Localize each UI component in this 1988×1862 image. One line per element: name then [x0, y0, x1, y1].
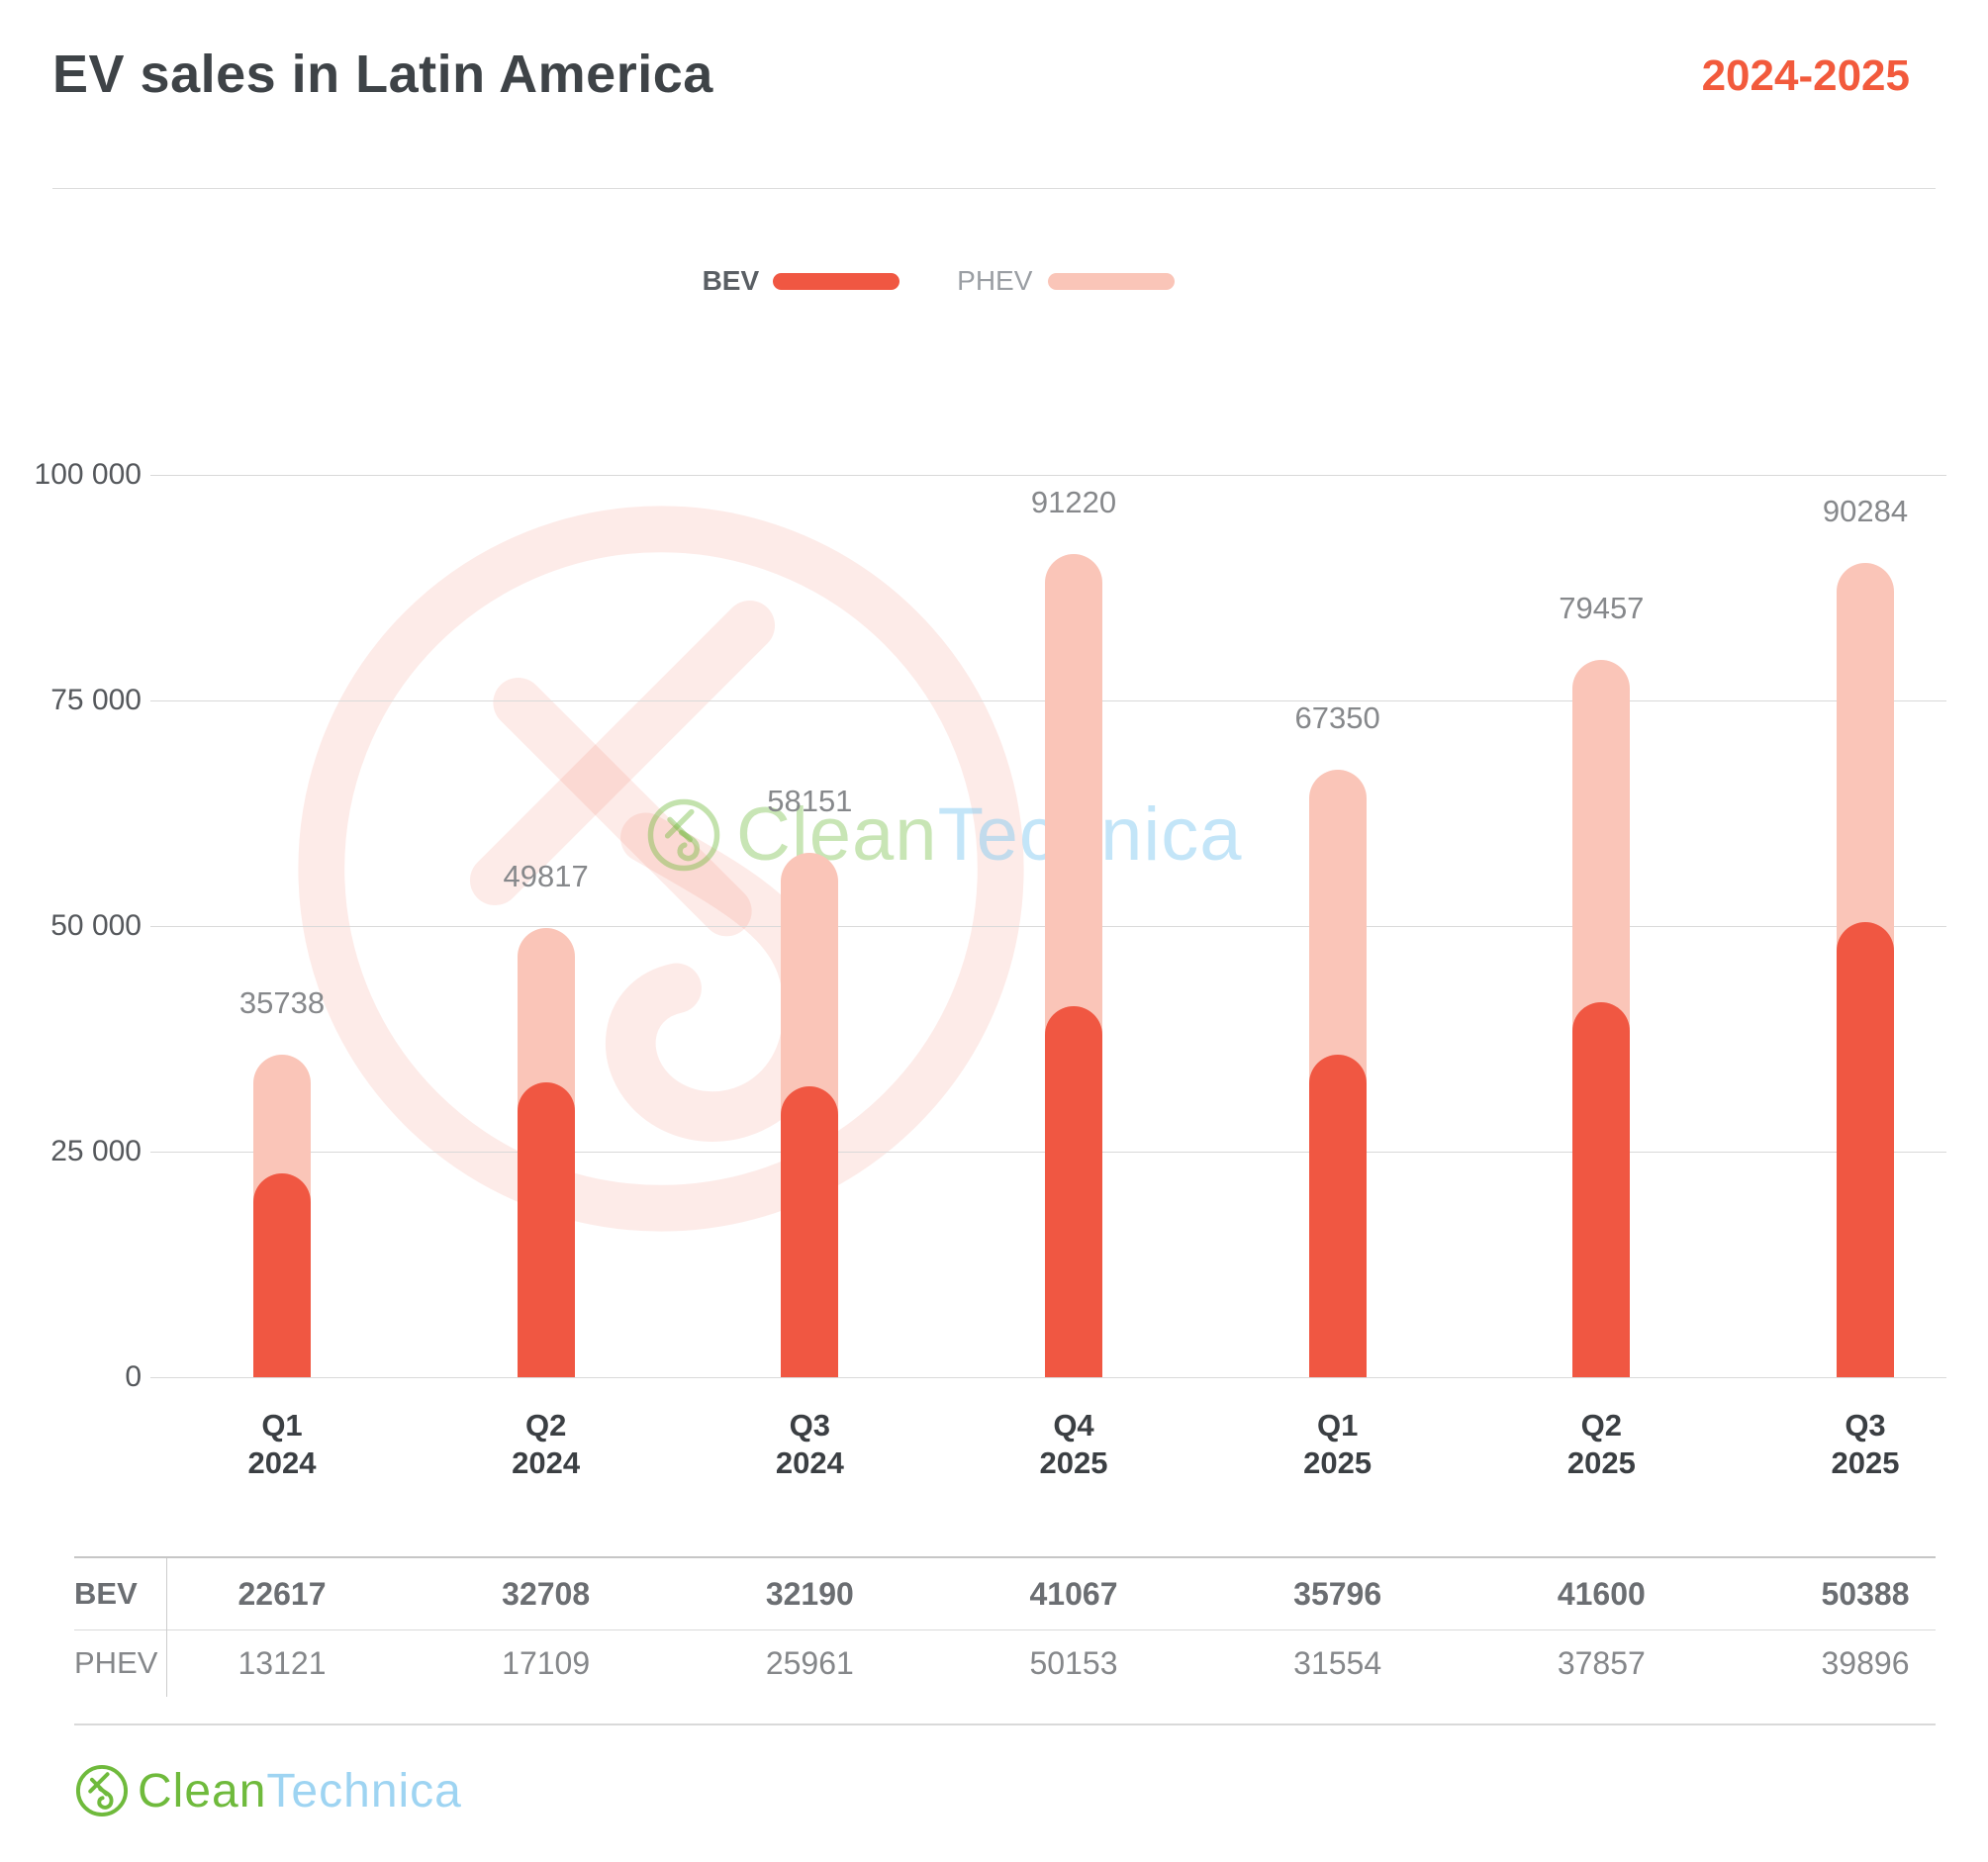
- table-cell: 41067: [1029, 1576, 1118, 1612]
- table-cell: 41600: [1557, 1576, 1646, 1612]
- bev-bar: [1837, 922, 1894, 1377]
- legend-label-bev: BEV: [702, 265, 760, 296]
- x-axis-label-quarter: Q1: [261, 1408, 303, 1443]
- bar-total-label: 49817: [503, 858, 589, 893]
- legend-label-phev: PHEV: [957, 265, 1033, 296]
- bev-bar: [781, 1086, 839, 1377]
- period-label: 2024-2025: [1701, 51, 1910, 100]
- cleantechnica-logo-icon: [75, 1764, 129, 1817]
- x-axis-label-quarter: Q2: [524, 1408, 567, 1443]
- table-cell: 31554: [1293, 1645, 1382, 1681]
- plug-watermark-icon: [298, 506, 1024, 1232]
- table-cell: 37857: [1557, 1645, 1646, 1681]
- x-axis-label-quarter: Q2: [1580, 1408, 1622, 1443]
- table-cell: 17109: [502, 1645, 591, 1681]
- bev-bar: [517, 1081, 575, 1377]
- x-axis-label-quarter: Q3: [789, 1408, 830, 1443]
- logo-text-clean: Clean: [138, 1764, 267, 1817]
- gridline: [150, 475, 1946, 476]
- x-axis-label: Q1 2025: [1229, 1407, 1447, 1482]
- logo-text-technica: Technica: [266, 1764, 462, 1817]
- cleantechnica-watermark-icon: [647, 798, 720, 871]
- header-divider: [52, 188, 1936, 189]
- legend-marker-phev: [1048, 272, 1176, 290]
- watermark-text-clean: Clean: [736, 792, 938, 877]
- bev-bar: [1308, 1054, 1367, 1377]
- x-axis-label: Q1 2024: [173, 1407, 391, 1482]
- cleantechnica-logo-text: CleanTechnica: [138, 1764, 462, 1818]
- table-cell: 39896: [1821, 1645, 1910, 1681]
- x-axis-label-year: 2024: [247, 1445, 317, 1480]
- table-cell: 35796: [1293, 1576, 1382, 1612]
- bar-total-label: 90284: [1822, 493, 1909, 528]
- x-axis-label-quarter: Q1: [1316, 1408, 1359, 1443]
- x-axis-label-year: 2024: [775, 1445, 844, 1480]
- x-axis-label: Q4 2025: [965, 1407, 1183, 1482]
- y-axis-tick-label: 75 000: [50, 684, 142, 716]
- data-table: BEV 22617 32708 32190 41067 35796 41600 50388 PH…: [74, 1556, 1936, 1725]
- x-axis-label: Q2 2024: [437, 1407, 655, 1482]
- x-axis-label: Q3 2024: [701, 1407, 918, 1482]
- chart-legend: BEV PHEV: [0, 259, 1933, 303]
- table-row-label: PHEV: [74, 1645, 158, 1680]
- x-axis-label-year: 2025: [1039, 1445, 1108, 1480]
- y-axis-tick-label: 100 000: [34, 458, 142, 491]
- x-axis-label-year: 2025: [1303, 1445, 1373, 1480]
- x-axis-label: Q3 2025: [1756, 1407, 1974, 1482]
- legend-marker-bev: [773, 272, 900, 290]
- bar-total-label: 91220: [1030, 485, 1117, 520]
- bar-total-label: 35738: [238, 985, 326, 1021]
- gridline: [150, 1377, 1946, 1378]
- table-cell: 50153: [1029, 1645, 1118, 1681]
- table-cell: 50388: [1821, 1576, 1910, 1612]
- page-title: EV sales in Latin America: [52, 45, 713, 104]
- x-axis-label-year: 2025: [1566, 1445, 1636, 1480]
- cleantechnica-logo: CleanTechnica: [74, 1763, 462, 1818]
- table-cell: 32190: [765, 1576, 854, 1612]
- bev-bar: [1572, 1001, 1631, 1377]
- bev-bar: [253, 1172, 311, 1377]
- table-column-divider: [166, 1558, 167, 1697]
- bev-bar: [1045, 1006, 1102, 1377]
- table-cell: 22617: [237, 1576, 327, 1612]
- table-cell: 32708: [502, 1576, 591, 1612]
- table-row-label: BEV: [74, 1576, 138, 1611]
- bar-total-label: 79457: [1559, 591, 1645, 626]
- y-axis-tick-label: 25 000: [50, 1135, 142, 1167]
- y-axis-tick-label: 0: [125, 1360, 142, 1393]
- table-cell: 13121: [237, 1645, 327, 1681]
- y-axis-tick-label: 50 000: [50, 909, 142, 942]
- x-axis-label-quarter: Q4: [1053, 1408, 1094, 1443]
- x-axis-label-year: 2024: [512, 1445, 581, 1480]
- x-axis-label-year: 2025: [1831, 1445, 1900, 1480]
- x-axis-label: Q2 2025: [1492, 1407, 1710, 1482]
- table-cell: 25961: [765, 1645, 854, 1681]
- bar-total-label: 67350: [1294, 699, 1380, 735]
- x-axis-label-quarter: Q3: [1845, 1408, 1886, 1443]
- bar-total-label: 58151: [767, 783, 853, 818]
- table-row-divider: [74, 1629, 1936, 1630]
